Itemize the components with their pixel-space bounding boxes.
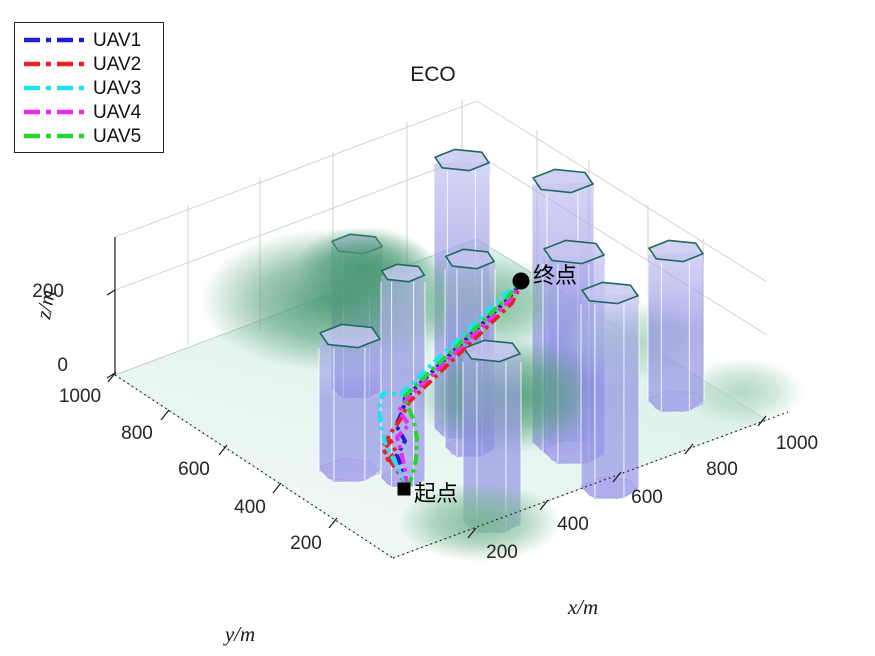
x-tick-mark [467,527,477,539]
bldg-7 [647,239,705,412]
uav-path-uav5 [402,281,522,488]
y-tick-label: 600 [178,459,210,480]
x-tick-label: 800 [706,459,738,480]
legend-label: UAV1 [93,29,142,51]
y-tick-mark [272,482,282,494]
y-tick-label: 1000 [59,386,101,407]
legend-label: UAV4 [93,101,142,123]
x-tick-label: 400 [557,514,589,535]
start-point-marker [397,482,411,496]
legend-item-uav5: UAV5 [23,124,155,148]
x-tick-mark [757,415,767,427]
x-axis [392,411,789,559]
x-tick-mark [612,471,622,483]
legend-box: UAV1 UAV2 UAV3 UAV4 UAV5 [14,22,164,153]
y-tick-mark [328,517,338,529]
start-point-label: 起点 [414,481,459,506]
x-tick-label: 200 [486,542,518,563]
x-tick-label: 1000 [776,433,818,454]
box-grid-line [114,153,478,291]
z-tick-label: 200 [32,281,64,302]
z-tick-label: 0 [57,355,68,376]
legend-item-uav2: UAV2 [23,52,155,76]
x-tick-mark [539,499,549,511]
bldg-8 [318,323,382,482]
end-point-marker [512,272,530,290]
legend-item-uav3: UAV3 [23,76,155,100]
bldg-10 [580,281,640,499]
y-tick-label: 800 [121,423,153,444]
z-tick-mark [106,289,116,296]
legend-line-sample [24,61,84,67]
legend-line-sample [24,37,84,43]
uav-path-uav4 [395,281,523,488]
y-axis-label: y/m [224,622,256,646]
plot-title: ECO [410,63,456,86]
legend-label: UAV3 [93,77,142,99]
legend-item-uav4: UAV4 [23,100,155,124]
terrain-hill [398,482,562,562]
y-tick-label: 400 [234,497,266,518]
legend-label: UAV2 [93,53,142,75]
legend-line-sample [24,133,84,139]
z-tick-mark [106,372,116,379]
end-point-label: 终点 [533,263,578,288]
x-axis-label: x/m [567,595,599,619]
y-tick-label: 200 [290,533,322,554]
terrain-hill [680,358,804,426]
box-grid-line [114,100,478,238]
legend-item-uav1: UAV1 [23,28,155,52]
legend-label: UAV5 [93,125,142,147]
y-tick-mark [160,409,170,421]
legend-line-sample [24,109,84,115]
y-axis [114,374,394,559]
y-tick-mark [218,444,228,456]
uav-path-uav3 [377,281,522,488]
box-grid-line [476,153,768,336]
box-grid-line [476,100,768,283]
x-tick-mark [684,443,694,455]
legend-line-sample [24,85,84,91]
uav-path-uav1 [394,281,523,488]
x-tick-label: 600 [631,487,663,508]
